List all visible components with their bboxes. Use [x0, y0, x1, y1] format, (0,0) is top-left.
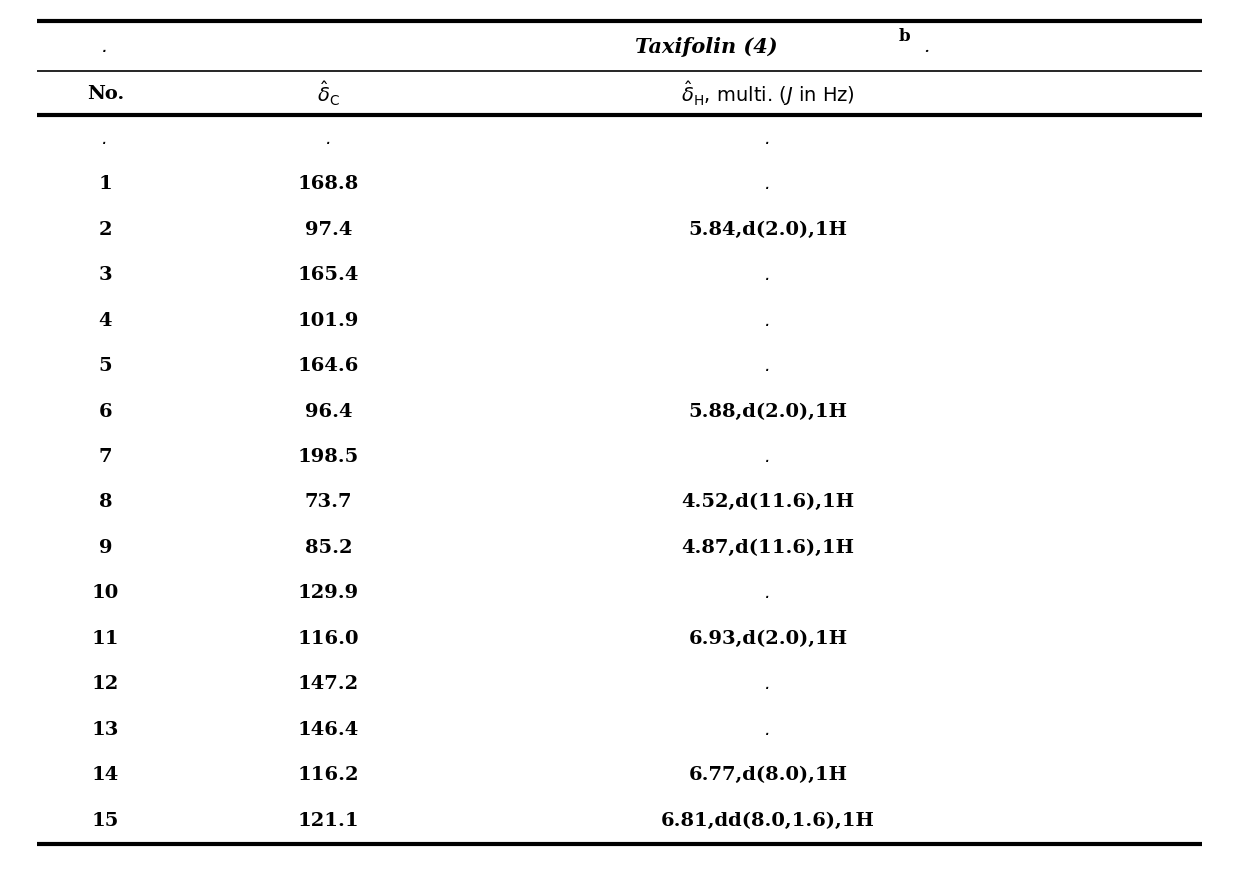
Text: .: . — [103, 130, 108, 147]
Text: 85.2: 85.2 — [305, 538, 352, 556]
Text: .: . — [923, 38, 929, 56]
Text: 12: 12 — [92, 674, 119, 693]
Text: 101.9: 101.9 — [297, 311, 359, 329]
Text: 4.52,d(11.6),1H: 4.52,d(11.6),1H — [681, 493, 855, 511]
Text: .: . — [766, 720, 771, 738]
Text: .: . — [766, 175, 771, 193]
Text: .: . — [102, 38, 109, 56]
Text: 5.84,d(2.0),1H: 5.84,d(2.0),1H — [689, 220, 847, 239]
Text: 165.4: 165.4 — [297, 266, 359, 284]
Text: 2: 2 — [99, 220, 112, 239]
Text: .: . — [766, 674, 771, 693]
Text: 8: 8 — [99, 493, 112, 511]
Text: $\hat{\delta}_\mathrm{C}$: $\hat{\delta}_\mathrm{C}$ — [317, 80, 339, 108]
Text: No.: No. — [87, 85, 124, 103]
Text: 6: 6 — [99, 402, 112, 420]
Text: .: . — [326, 130, 331, 147]
Text: 116.2: 116.2 — [297, 766, 359, 783]
Text: 121.1: 121.1 — [297, 811, 359, 829]
Text: 13: 13 — [92, 720, 119, 738]
Text: 97.4: 97.4 — [305, 220, 352, 239]
Text: 129.9: 129.9 — [297, 584, 359, 602]
Text: 5: 5 — [99, 357, 112, 374]
Text: 15: 15 — [92, 811, 119, 829]
Text: b: b — [898, 28, 909, 45]
Text: 164.6: 164.6 — [297, 357, 359, 374]
Text: 3: 3 — [99, 266, 112, 284]
Text: 7: 7 — [99, 447, 112, 466]
Text: 11: 11 — [92, 629, 119, 647]
Text: .: . — [766, 311, 771, 329]
Text: 147.2: 147.2 — [297, 674, 359, 693]
Text: 6.81,dd(8.0,1.6),1H: 6.81,dd(8.0,1.6),1H — [662, 811, 875, 829]
Text: 1: 1 — [98, 175, 113, 193]
Text: 146.4: 146.4 — [297, 720, 359, 738]
Text: 73.7: 73.7 — [305, 493, 352, 511]
Text: 5.88,d(2.0),1H: 5.88,d(2.0),1H — [689, 402, 847, 420]
Text: 6.77,d(8.0),1H: 6.77,d(8.0),1H — [689, 766, 847, 783]
Text: 96.4: 96.4 — [305, 402, 352, 420]
Text: 168.8: 168.8 — [297, 175, 359, 193]
Text: 14: 14 — [92, 766, 119, 783]
Text: 198.5: 198.5 — [297, 447, 359, 466]
Text: 4.87,d(11.6),1H: 4.87,d(11.6),1H — [681, 538, 855, 556]
Text: .: . — [766, 447, 771, 466]
Text: 116.0: 116.0 — [297, 629, 359, 647]
Text: .: . — [766, 584, 771, 602]
Text: 6.93,d(2.0),1H: 6.93,d(2.0),1H — [689, 629, 847, 647]
Text: .: . — [766, 357, 771, 374]
Text: .: . — [766, 266, 771, 284]
Text: Taxifolin (4): Taxifolin (4) — [634, 37, 778, 57]
Text: .: . — [766, 130, 771, 147]
Text: 4: 4 — [99, 311, 112, 329]
Text: $\hat{\delta}_\mathrm{H}$, multi. ($J$ in Hz): $\hat{\delta}_\mathrm{H}$, multi. ($J$ i… — [681, 80, 855, 108]
Text: 9: 9 — [99, 538, 112, 556]
Text: 10: 10 — [92, 584, 119, 602]
